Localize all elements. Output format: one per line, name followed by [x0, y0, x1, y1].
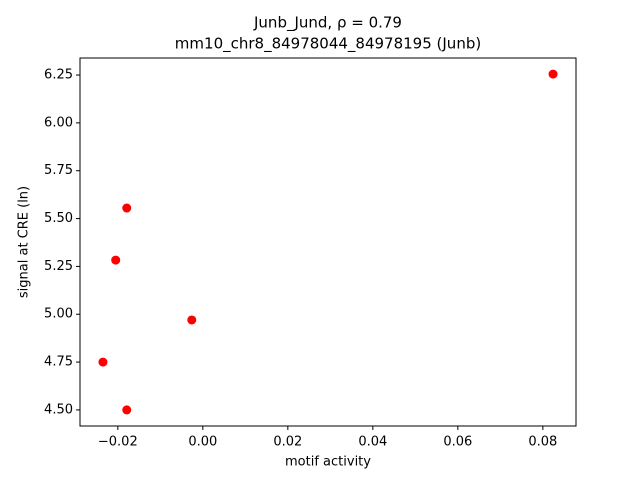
chart-title: Junb_Jund, ρ = 0.79 — [253, 14, 402, 33]
y-tick-label: 5.25 — [44, 259, 73, 274]
point — [122, 203, 132, 213]
y-tick-label: 5.75 — [44, 163, 73, 178]
point — [122, 405, 132, 415]
y-tick-label: 5.00 — [44, 307, 73, 322]
x-tick-label: 0.08 — [528, 435, 557, 450]
y-tick-label: 6.00 — [44, 115, 73, 130]
point — [187, 315, 197, 325]
x-tick-label: −0.02 — [98, 435, 138, 450]
y-tick-label: 6.25 — [44, 68, 73, 83]
x-tick-label: 0.02 — [273, 435, 302, 450]
chart-subtitle: mm10_chr8_84978044_84978195 (Junb) — [175, 35, 481, 54]
point — [98, 357, 108, 367]
point — [111, 255, 121, 265]
point — [548, 69, 558, 79]
x-tick-label: 0.00 — [188, 435, 217, 450]
y-tick-label: 5.50 — [44, 211, 73, 226]
x-axis-label: motif activity — [285, 455, 371, 470]
y-tick-label: 4.75 — [44, 355, 73, 370]
plot-frame — [79, 57, 577, 427]
x-tick-label: 0.04 — [358, 435, 387, 450]
y-axis-label: signal at CRE (ln) — [17, 186, 32, 298]
x-tick-label: 0.06 — [443, 435, 472, 450]
y-tick-label: 4.50 — [44, 402, 73, 417]
